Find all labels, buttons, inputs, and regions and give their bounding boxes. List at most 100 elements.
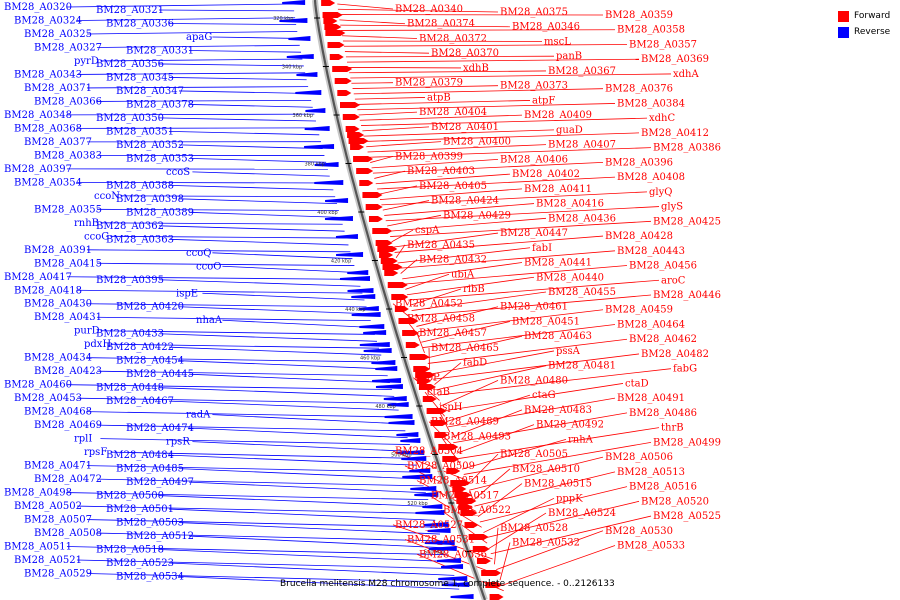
- forward-gene-label[interactable]: BM28_A0516: [629, 482, 697, 493]
- reverse-gene-label[interactable]: BM28_A0507: [24, 515, 92, 526]
- forward-gene-label[interactable]: BM28_A0369: [641, 54, 709, 65]
- reverse-gene-label[interactable]: BM28_A0377: [24, 137, 92, 148]
- forward-gene-label[interactable]: rnhA: [568, 434, 594, 445]
- reverse-gene-label[interactable]: rpsR: [166, 437, 190, 448]
- forward-gene-label[interactable]: BM28_A0515: [524, 479, 592, 490]
- reverse-gene-label[interactable]: BM28_A0498: [4, 488, 72, 499]
- forward-gene-label[interactable]: acpP: [415, 372, 440, 383]
- forward-gene-label[interactable]: BM28_A0491: [617, 393, 685, 404]
- reverse-gene-label[interactable]: rplI: [74, 434, 92, 445]
- forward-gene-label[interactable]: BM28_A0457: [419, 328, 487, 339]
- forward-gene-label[interactable]: ctaB: [427, 387, 450, 398]
- forward-gene-label[interactable]: BM28_A0536: [419, 549, 487, 560]
- forward-gene-label[interactable]: BM28_A0514: [419, 476, 487, 487]
- forward-gene-label[interactable]: BM28_A0513: [617, 467, 685, 478]
- forward-gene-label[interactable]: BM28_A0464: [617, 319, 685, 330]
- forward-gene-label[interactable]: BM28_A0458: [407, 313, 475, 324]
- reverse-gene-label[interactable]: BM28_A0324: [14, 15, 82, 26]
- reverse-gene-label[interactable]: BM28_A0501: [106, 504, 174, 515]
- reverse-gene-label[interactable]: BM28_A0362: [96, 221, 164, 232]
- forward-gene-label[interactable]: xdhC: [649, 113, 675, 124]
- reverse-gene-label[interactable]: BM28_A0512: [126, 531, 194, 542]
- forward-gene-label[interactable]: BM28_A0504: [395, 446, 463, 457]
- forward-gene-label[interactable]: BM28_A0524: [548, 508, 616, 519]
- forward-gene-label[interactable]: BM28_A0456: [629, 261, 697, 272]
- reverse-gene-label[interactable]: pyrD: [74, 56, 99, 67]
- reverse-gene-label[interactable]: BM28_A0336: [106, 18, 174, 29]
- reverse-gene-label[interactable]: BM28_A0502: [14, 501, 82, 512]
- forward-gene-label[interactable]: BM28_A0486: [629, 408, 697, 419]
- forward-gene-label[interactable]: fabD: [463, 358, 487, 369]
- forward-gene-label[interactable]: BM28_A0451: [512, 316, 580, 327]
- forward-gene-label[interactable]: BM28_A0424: [431, 196, 499, 207]
- forward-gene-label[interactable]: panB: [556, 51, 582, 62]
- forward-gene-label[interactable]: BM28_A0533: [617, 541, 685, 552]
- reverse-gene-label[interactable]: BM28_A0521: [14, 555, 82, 566]
- reverse-gene-label[interactable]: BM28_A0348: [4, 110, 72, 121]
- forward-gene-label[interactable]: BM28_A0400: [443, 137, 511, 148]
- forward-gene-label[interactable]: BM28_A0405: [419, 181, 487, 192]
- forward-gene-label[interactable]: ribB: [463, 284, 485, 295]
- forward-gene-label[interactable]: BM28_A0357: [629, 39, 697, 50]
- reverse-gene-label[interactable]: BM28_A0320: [4, 2, 72, 13]
- reverse-gene-label[interactable]: rnhB: [74, 218, 99, 229]
- forward-gene-label[interactable]: BM28_A0403: [407, 166, 475, 177]
- forward-gene-label[interactable]: BM28_A0531: [407, 535, 475, 546]
- forward-gene-label[interactable]: BM28_A0402: [512, 169, 580, 180]
- forward-gene-label[interactable]: BM28_A0379: [395, 78, 463, 89]
- reverse-gene-label[interactable]: BM28_A0355: [34, 204, 102, 215]
- forward-gene-label[interactable]: BM28_A0425: [653, 216, 721, 227]
- forward-gene-label[interactable]: pssA: [556, 346, 581, 357]
- forward-gene-label[interactable]: BM28_A0452: [395, 299, 463, 310]
- reverse-gene-label[interactable]: BM28_A0388: [106, 180, 174, 191]
- reverse-gene-label[interactable]: BM28_A0420: [116, 302, 184, 313]
- forward-gene-label[interactable]: BM28_A0455: [548, 287, 616, 298]
- reverse-gene-label[interactable]: BM28_A0353: [126, 153, 194, 164]
- reverse-gene-label[interactable]: BM28_A0468: [24, 407, 92, 418]
- forward-gene-label[interactable]: BM28_A0386: [653, 143, 721, 154]
- reverse-gene-label[interactable]: BM28_A0398: [116, 194, 184, 205]
- reverse-gene-label[interactable]: nhaA: [196, 315, 223, 326]
- reverse-gene-label[interactable]: BM28_A0430: [24, 299, 92, 310]
- reverse-gene-label[interactable]: BM28_A0474: [126, 423, 194, 434]
- forward-gene-label[interactable]: ctaG: [532, 390, 556, 401]
- forward-gene-label[interactable]: BM28_A0527: [395, 520, 463, 531]
- reverse-gene-label[interactable]: BM28_A0418: [14, 285, 82, 296]
- forward-gene-label[interactable]: pppK: [556, 493, 583, 504]
- forward-gene-label[interactable]: BM28_A0359: [605, 10, 673, 21]
- reverse-gene-label[interactable]: ccoS: [166, 167, 190, 178]
- forward-gene-label[interactable]: BM28_A0416: [536, 199, 604, 210]
- forward-gene-label[interactable]: BM28_A0407: [548, 140, 616, 151]
- reverse-gene-label[interactable]: BM28_A0469: [34, 420, 102, 431]
- forward-gene-label[interactable]: atpF: [532, 95, 555, 106]
- forward-gene-label[interactable]: mscL: [544, 36, 571, 47]
- reverse-gene-label[interactable]: BM28_A0371: [24, 83, 92, 94]
- forward-gene-label[interactable]: BM28_A0428: [605, 231, 673, 242]
- reverse-gene-label[interactable]: BM28_A0423: [34, 366, 102, 377]
- reverse-gene-label[interactable]: BM28_A0351: [106, 126, 174, 137]
- forward-gene-label[interactable]: fabI: [532, 243, 552, 254]
- forward-gene-label[interactable]: BM28_A0510: [512, 464, 580, 475]
- forward-gene-label[interactable]: BM28_A0374: [407, 19, 475, 30]
- forward-gene-label[interactable]: BM28_A0530: [605, 526, 673, 537]
- reverse-gene-label[interactable]: BM28_A0368: [14, 123, 82, 134]
- forward-gene-label[interactable]: BM28_A0509: [407, 461, 475, 472]
- reverse-gene-label[interactable]: BM28_A0508: [34, 528, 102, 539]
- reverse-gene-label[interactable]: BM28_A0366: [34, 96, 102, 107]
- reverse-gene-label[interactable]: BM28_A0472: [34, 474, 102, 485]
- reverse-gene-label[interactable]: BM28_A0518: [96, 545, 164, 556]
- reverse-gene-label[interactable]: ccoN: [94, 191, 120, 202]
- forward-gene-label[interactable]: BM28_A0461: [500, 302, 568, 313]
- reverse-gene-label[interactable]: BM28_A0378: [126, 99, 194, 110]
- reverse-gene-label[interactable]: ccoO: [196, 261, 221, 272]
- reverse-gene-label[interactable]: BM28_A0325: [24, 29, 92, 40]
- forward-gene-label[interactable]: BM28_A0408: [617, 172, 685, 183]
- reverse-gene-label[interactable]: BM28_A0350: [96, 113, 164, 124]
- reverse-gene-label[interactable]: BM28_A0434: [24, 353, 92, 364]
- forward-gene-label[interactable]: cspA: [415, 225, 440, 236]
- reverse-gene-label[interactable]: BM28_A0391: [24, 245, 92, 256]
- reverse-gene-label[interactable]: purD: [74, 326, 100, 337]
- forward-gene-label[interactable]: BM28_A0447: [500, 228, 568, 239]
- reverse-gene-label[interactable]: ispE: [176, 288, 198, 299]
- reverse-gene-label[interactable]: BM28_A0345: [106, 72, 174, 83]
